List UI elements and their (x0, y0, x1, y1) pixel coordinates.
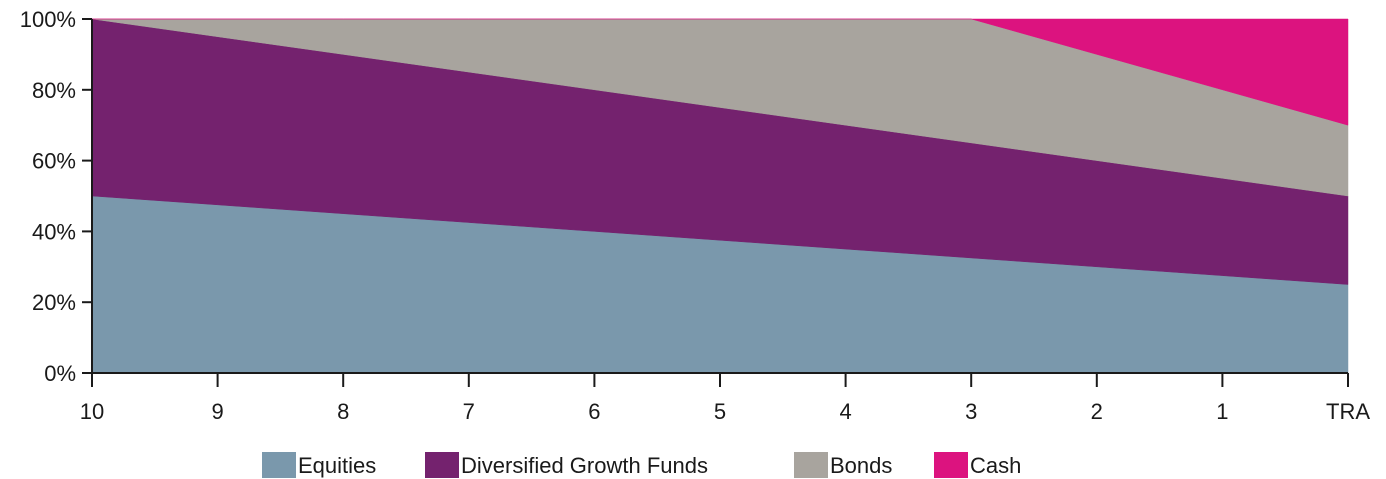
legend-item-diversified-growth-funds: Diversified Growth Funds (425, 452, 708, 478)
x-tick-label: 9 (211, 399, 223, 424)
y-tick-label: 80% (32, 78, 76, 103)
x-tick-label: 4 (839, 399, 851, 424)
area-layers (91, 18, 1349, 374)
x-tick-label: 3 (965, 399, 977, 424)
y-tick-label: 20% (32, 290, 76, 315)
legend: Equities Diversified Growth Funds Bonds Cas… (262, 452, 1021, 478)
x-tick-label: 5 (714, 399, 726, 424)
x-tick-label: 10 (80, 399, 104, 424)
x-tick-label: 6 (588, 399, 600, 424)
legend-item-equities: Equities (262, 452, 376, 478)
y-tick-label: 40% (32, 219, 76, 244)
x-tick-label: 7 (463, 399, 475, 424)
y-tick-label: 100% (20, 7, 76, 32)
legend-item-cash: Cash (934, 452, 1021, 478)
legend-swatch (425, 452, 459, 478)
x-tick-label: 1 (1216, 399, 1228, 424)
y-tick-label: 60% (32, 149, 76, 174)
legend-swatch (262, 452, 296, 478)
legend-item-bonds: Bonds (794, 452, 892, 478)
legend-label: Bonds (830, 453, 892, 478)
x-tick-label: TRA (1326, 399, 1370, 424)
legend-label: Equities (298, 453, 376, 478)
y-tick-label: 0% (44, 361, 76, 386)
x-tick-label: 2 (1091, 399, 1103, 424)
legend-label: Cash (970, 453, 1021, 478)
x-tick-label: 8 (337, 399, 349, 424)
legend-swatch (934, 452, 968, 478)
legend-label: Diversified Growth Funds (461, 453, 708, 478)
legend-swatch (794, 452, 828, 478)
area-cash (92, 18, 1349, 126)
axes: 0% 20% 40% 60% 80% 100% 10 9 8 7 6 5 4 3 2 1 TRA (20, 7, 1371, 424)
